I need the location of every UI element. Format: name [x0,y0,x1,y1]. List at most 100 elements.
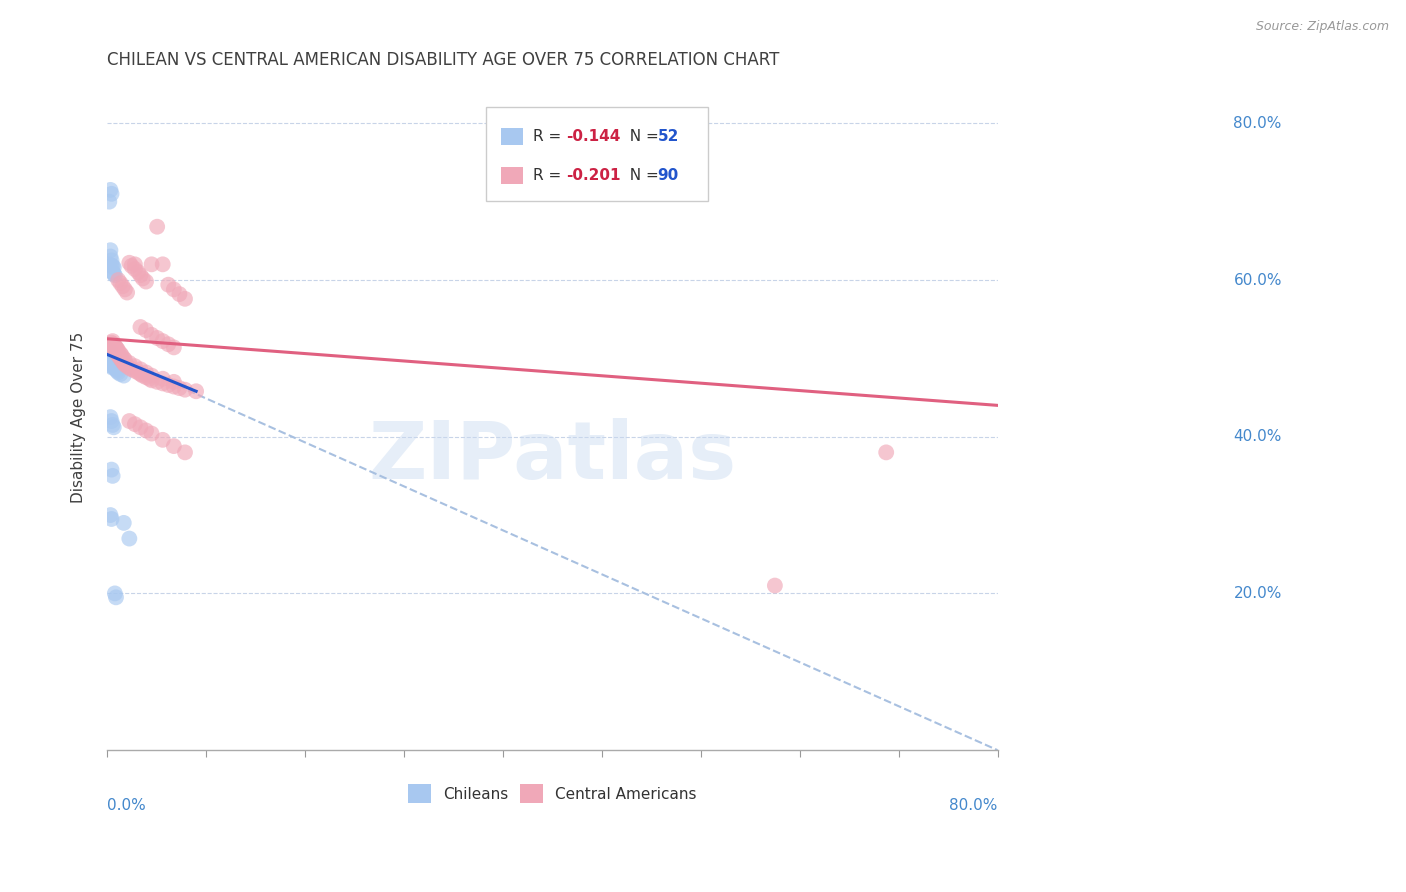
Point [112,516,135,530]
Point [98,194,121,209]
Point [104,586,127,600]
Point [105,342,128,356]
Point [118,256,141,270]
Point [100,414,122,428]
Point [174,292,197,306]
Bar [501,167,523,184]
Point [163,379,186,393]
Point [118,360,141,375]
Point [141,257,163,271]
Point [110,367,132,381]
Point [100,259,122,273]
FancyBboxPatch shape [485,107,709,201]
Point [127,366,149,380]
Point [98,347,121,361]
Point [184,384,207,399]
Point [104,343,127,358]
Point [135,366,157,380]
Text: ZIPatlas: ZIPatlas [368,418,737,496]
Point [129,268,152,283]
Point [114,282,136,296]
Point [100,508,122,522]
Point [100,352,122,367]
Point [100,410,122,425]
Point [107,343,129,358]
Point [104,358,127,372]
Point [174,445,197,459]
Point [124,257,146,271]
Point [100,244,122,258]
Point [115,359,138,374]
Point [101,265,124,279]
Point [98,257,121,271]
Text: CHILEAN VS CENTRAL AMERICAN DISABILITY AGE OVER 75 CORRELATION CHART: CHILEAN VS CENTRAL AMERICAN DISABILITY A… [107,51,779,69]
Text: 40.0%: 40.0% [1233,429,1282,444]
Point [163,375,186,389]
Point [114,358,136,372]
Legend: Chileans, Central Americans: Chileans, Central Americans [402,778,703,809]
Point [124,262,146,277]
Point [101,334,124,348]
Point [131,271,153,285]
Point [163,340,186,354]
Text: -0.144: -0.144 [567,129,621,145]
Point [108,350,131,364]
Point [112,356,135,370]
Text: 80.0%: 80.0% [949,798,997,814]
Point [104,360,127,375]
Point [146,219,169,234]
Point [169,381,191,395]
Point [100,355,122,369]
Point [875,445,897,459]
Point [100,253,122,268]
Y-axis label: Disability Age Over 75: Disability Age Over 75 [72,332,86,503]
Point [104,591,127,605]
Point [104,362,127,376]
Text: 90: 90 [658,169,679,183]
Point [157,337,180,351]
Point [163,282,186,296]
Point [101,351,124,366]
Point [152,372,174,386]
Point [174,383,197,397]
Point [135,370,157,384]
Point [110,348,132,362]
Point [105,364,128,378]
Point [101,339,124,353]
Point [104,340,127,354]
Text: Source: ZipAtlas.com: Source: ZipAtlas.com [1256,20,1389,33]
Point [121,362,143,376]
Point [100,359,122,374]
Point [146,375,169,389]
Point [110,346,132,360]
Point [111,279,134,293]
Point [169,287,191,301]
Point [100,335,122,350]
Point [104,356,127,370]
Point [112,351,135,366]
Point [104,339,127,353]
Text: -0.201: -0.201 [567,169,621,183]
Point [110,351,132,366]
Point [103,359,125,374]
Point [124,359,146,374]
Text: R =: R = [533,129,565,145]
Point [121,259,143,273]
Point [111,354,134,368]
Point [141,426,163,441]
Text: 20.0%: 20.0% [1233,586,1282,601]
Point [101,468,124,483]
Point [112,368,135,383]
Point [103,342,125,356]
Point [146,331,169,345]
Point [138,372,160,386]
Text: R =: R = [533,169,565,183]
Point [118,532,141,546]
Point [101,355,124,369]
Point [107,273,129,287]
Point [129,320,152,334]
Point [101,360,124,375]
Point [103,260,125,275]
Point [103,354,125,368]
Point [107,360,129,375]
